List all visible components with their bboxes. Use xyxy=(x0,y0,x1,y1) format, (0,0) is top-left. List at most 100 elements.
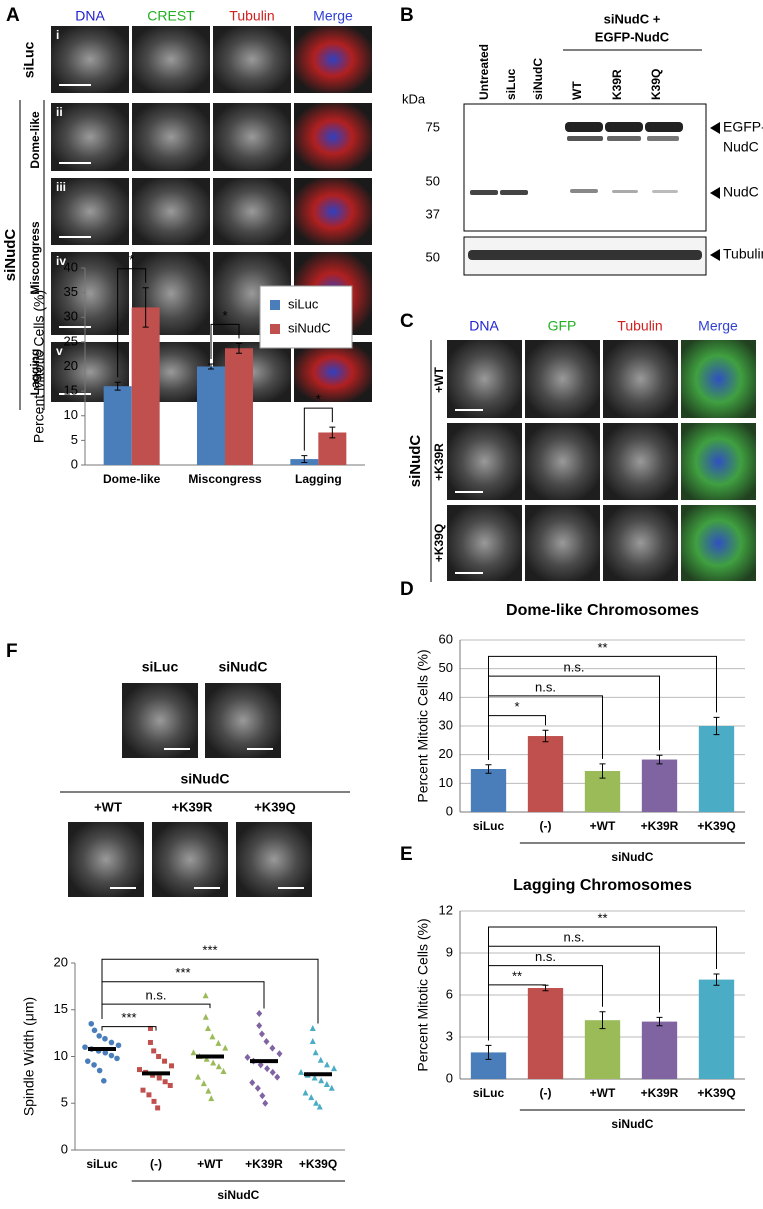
row-label: iv xyxy=(56,254,66,268)
y-tick-label: 6 xyxy=(446,986,453,1001)
row-label: ii xyxy=(56,105,63,119)
point xyxy=(205,1024,211,1031)
bar xyxy=(698,979,735,1079)
image-label: +WT xyxy=(94,799,122,814)
x-tick-label: +WT xyxy=(590,819,616,833)
micrograph xyxy=(681,505,756,581)
y-axis-label: Percent Mitotic Cells (%) xyxy=(415,649,431,802)
bar xyxy=(103,386,132,465)
row-group: Miscongress xyxy=(28,221,42,295)
significance-label: ** xyxy=(597,910,607,925)
significance-label: *** xyxy=(121,1010,136,1025)
row-group: Dome-like xyxy=(28,111,42,169)
column-header: Merge xyxy=(313,8,353,24)
row-label: i xyxy=(56,28,59,42)
error-bar xyxy=(208,363,214,370)
point xyxy=(308,1094,315,1101)
y-tick-label: 0 xyxy=(61,1141,68,1156)
point xyxy=(244,1053,251,1061)
micrograph xyxy=(213,103,291,171)
x-tick-label: siLuc xyxy=(473,819,505,833)
error-bar xyxy=(142,287,149,328)
significance-bracket xyxy=(101,1026,157,1031)
micrograph xyxy=(68,822,144,897)
micrograph xyxy=(51,26,129,93)
arrowhead xyxy=(710,122,720,134)
point xyxy=(264,1065,271,1073)
point xyxy=(101,1078,107,1084)
significance-label: *** xyxy=(175,965,190,980)
point xyxy=(137,1067,142,1073)
bar xyxy=(197,366,225,465)
point xyxy=(256,1009,263,1017)
micrograph xyxy=(681,423,756,500)
panel-label: D xyxy=(400,579,414,600)
y-tick-label: 30 xyxy=(64,309,78,324)
bar xyxy=(470,769,507,812)
lane-label: Untreated xyxy=(477,44,491,100)
significance-label: *** xyxy=(202,943,217,958)
point xyxy=(309,1038,316,1045)
lane-label: WT xyxy=(570,81,584,100)
x-tick-label: +K39Q xyxy=(299,1157,337,1171)
point xyxy=(276,1050,283,1058)
y-tick-label: 0 xyxy=(446,1070,453,1085)
point xyxy=(195,1073,201,1080)
bar xyxy=(584,1020,621,1079)
micrograph xyxy=(51,103,129,171)
error-bar xyxy=(599,763,606,779)
y-tick-label: 20 xyxy=(439,746,453,761)
error-bar xyxy=(713,716,720,736)
micrograph xyxy=(447,505,522,581)
significance-label: ** xyxy=(597,640,607,655)
point xyxy=(115,1042,122,1049)
micrograph xyxy=(213,26,291,93)
micrograph xyxy=(525,505,600,581)
point xyxy=(302,1089,309,1096)
blot-bands xyxy=(468,122,702,260)
panel-label: B xyxy=(400,5,414,26)
point xyxy=(254,1084,261,1092)
micrograph xyxy=(294,26,372,93)
point xyxy=(91,1027,98,1034)
legend-label: siLuc xyxy=(288,296,319,311)
point xyxy=(108,1039,115,1046)
point xyxy=(140,1087,146,1093)
micrograph xyxy=(681,340,756,418)
row-group: Lagging xyxy=(28,349,42,396)
bar xyxy=(527,988,564,1079)
row-label: +K39R xyxy=(432,443,446,481)
point xyxy=(263,1038,270,1046)
point xyxy=(317,1056,324,1063)
side-label: siLuc xyxy=(21,42,37,79)
group-label: siNudC + xyxy=(604,11,661,26)
significance-label: n.s. xyxy=(535,949,556,964)
y-tick-label: 0 xyxy=(71,456,78,471)
y-tick-label: 10 xyxy=(439,775,453,790)
lane-label: siLuc xyxy=(504,68,518,100)
x-tick-label: (-) xyxy=(540,819,552,833)
group-label: EGFP-NudC xyxy=(595,29,670,44)
point xyxy=(256,1022,263,1030)
micrograph xyxy=(132,178,210,245)
point xyxy=(318,1077,325,1084)
point xyxy=(222,1044,229,1051)
point xyxy=(202,1013,209,1020)
error-bar xyxy=(542,729,549,743)
legend xyxy=(259,285,353,349)
point xyxy=(91,1062,97,1068)
micrograph xyxy=(132,103,210,171)
legend-swatch xyxy=(270,324,280,334)
error-bar xyxy=(713,973,720,986)
significance-bracket xyxy=(488,945,660,1041)
x-tick-label: +K39R xyxy=(245,1157,283,1171)
x-tick-label: siLuc xyxy=(86,1157,118,1171)
point xyxy=(331,1065,337,1072)
y-tick-label: 35 xyxy=(64,284,78,299)
point xyxy=(208,1095,215,1102)
point xyxy=(102,1049,109,1056)
micrograph xyxy=(603,423,678,500)
micrograph xyxy=(603,505,678,581)
x-tick-label: +K39R xyxy=(641,1086,679,1100)
x-tick-label: Dome-like xyxy=(103,472,161,486)
